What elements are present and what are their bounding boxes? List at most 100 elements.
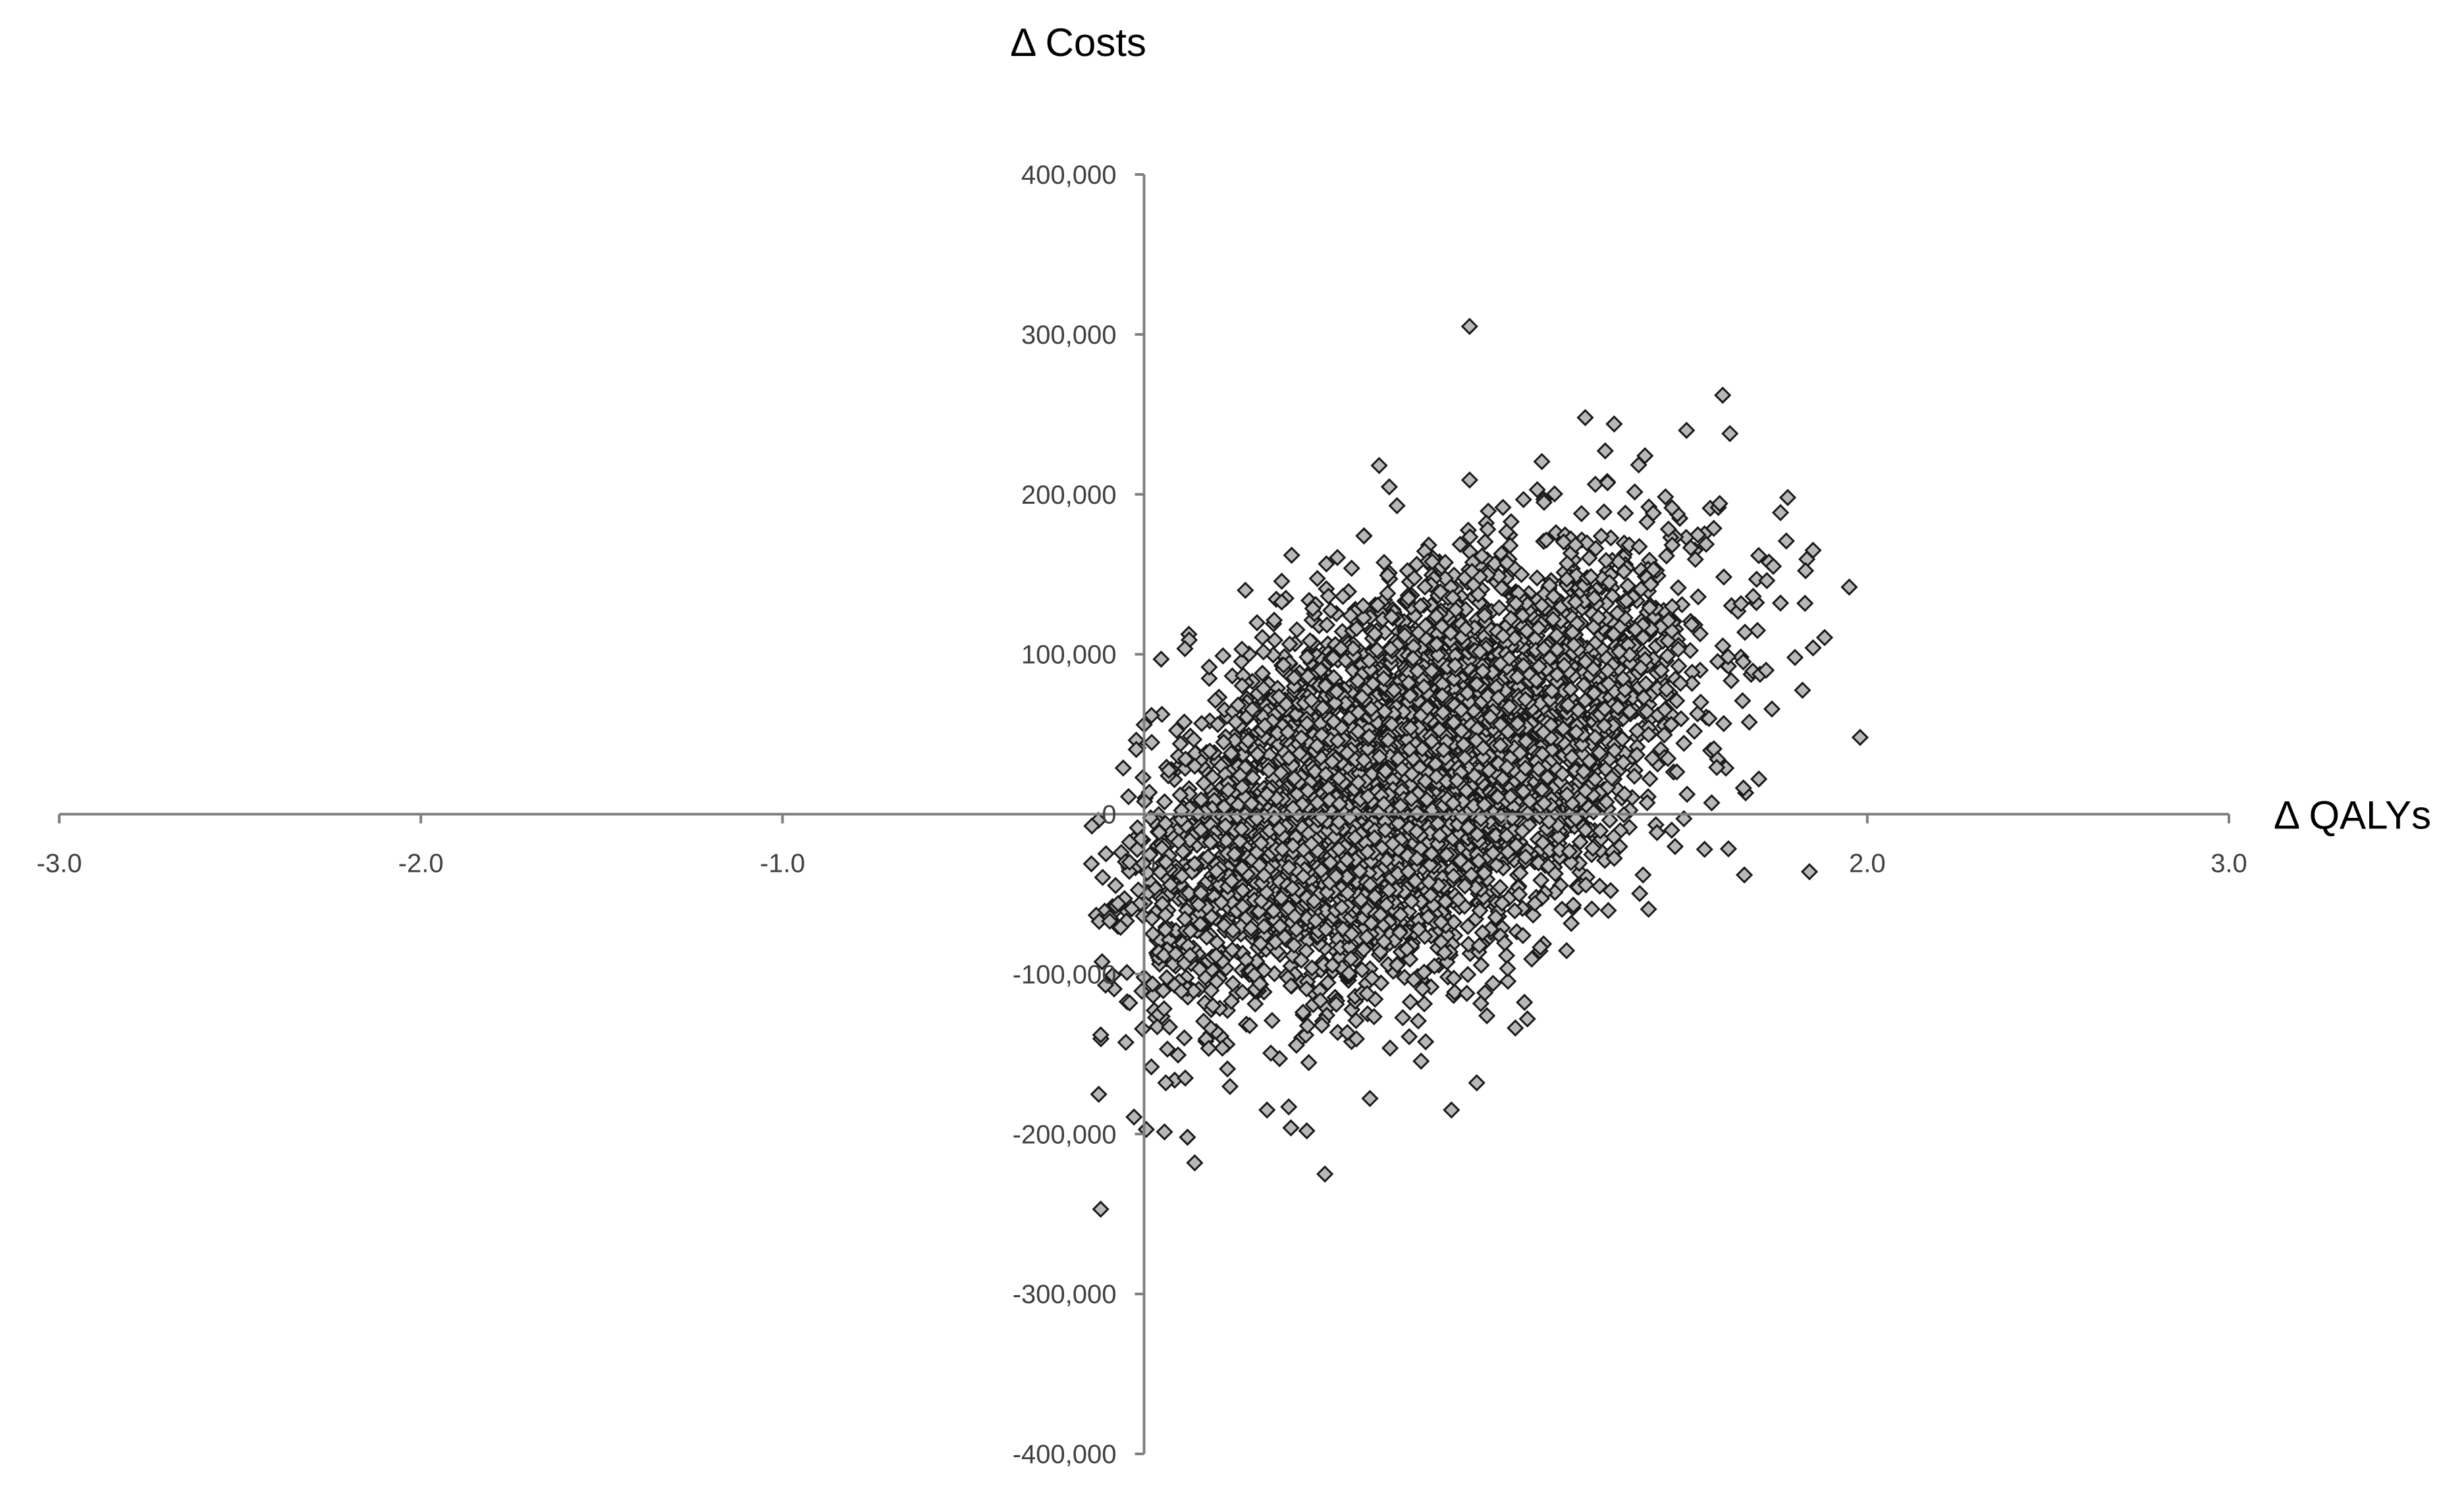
data-point	[1471, 643, 1489, 660]
data-point	[1640, 900, 1657, 918]
data-point	[1714, 637, 1732, 655]
data-point	[1448, 772, 1466, 789]
data-point	[1517, 732, 1535, 750]
data-point	[1360, 652, 1378, 670]
data-point	[1641, 599, 1659, 617]
data-point	[1474, 662, 1492, 680]
data-point	[1190, 896, 1208, 913]
data-point	[1354, 597, 1372, 615]
data-point	[1295, 868, 1312, 886]
data-point	[1419, 908, 1437, 926]
data-point	[1436, 893, 1455, 911]
data-point	[1208, 863, 1225, 880]
data-point	[1405, 971, 1423, 989]
data-point	[1663, 598, 1681, 616]
data-point	[1682, 539, 1700, 557]
data-point	[1472, 956, 1490, 974]
data-point	[1248, 614, 1266, 631]
data-point	[1554, 720, 1572, 737]
data-point	[1565, 636, 1583, 654]
data-point	[1657, 547, 1675, 565]
data-point	[1312, 661, 1329, 679]
data-point	[1405, 569, 1424, 587]
data-point	[1376, 703, 1393, 720]
data-point	[1703, 794, 1721, 812]
data-point	[1256, 716, 1274, 735]
data-point	[1422, 845, 1441, 863]
data-point	[1158, 969, 1176, 986]
data-point	[1299, 648, 1316, 666]
data-point	[1383, 715, 1401, 734]
data-point	[1428, 635, 1445, 653]
data-point	[1281, 635, 1299, 653]
data-point	[1474, 749, 1492, 766]
data-point	[1246, 995, 1264, 1013]
data-point	[1494, 627, 1512, 645]
data-point	[1540, 813, 1558, 830]
data-point	[1516, 994, 1534, 1011]
data-point	[1233, 677, 1251, 695]
data-point	[1214, 647, 1232, 665]
data-point	[1514, 491, 1532, 508]
data-point	[1744, 587, 1762, 605]
data-point	[1362, 700, 1380, 718]
data-point	[1265, 611, 1283, 629]
data-point	[1625, 767, 1644, 785]
data-point	[1476, 606, 1493, 624]
data-point	[1383, 608, 1401, 626]
data-point	[1224, 921, 1242, 940]
data-point	[1541, 576, 1559, 595]
data-point	[1614, 670, 1632, 687]
data-point	[1451, 535, 1469, 553]
data-point	[1689, 526, 1707, 544]
data-point	[1456, 877, 1474, 895]
data-point	[1416, 772, 1434, 790]
data-point	[1609, 699, 1626, 716]
data-point	[1663, 821, 1680, 839]
data-point	[1495, 934, 1514, 952]
data-point	[1459, 818, 1477, 836]
data-point	[1796, 562, 1815, 579]
data-point	[1630, 537, 1648, 556]
data-point	[1583, 900, 1601, 918]
data-point	[1370, 748, 1389, 766]
data-point	[1097, 845, 1115, 863]
data-point	[1185, 982, 1202, 1000]
data-point	[1262, 1044, 1280, 1062]
data-point	[1498, 758, 1516, 776]
data-point	[1576, 691, 1594, 710]
data-point	[1484, 975, 1502, 992]
data-point	[1586, 589, 1603, 607]
data-point	[1142, 707, 1160, 724]
data-point	[1243, 795, 1260, 813]
data-point	[1233, 778, 1251, 796]
data-point	[1375, 554, 1393, 572]
data-point	[1400, 674, 1418, 692]
data-point	[1354, 940, 1373, 959]
data-point	[1599, 675, 1618, 693]
data-point	[1538, 768, 1557, 786]
data-point	[1489, 788, 1507, 806]
data-point	[1669, 640, 1687, 658]
data-point	[1379, 732, 1397, 749]
data-point	[1659, 520, 1677, 538]
data-point	[1478, 1007, 1496, 1025]
data-point	[1561, 842, 1578, 861]
data-point	[1715, 568, 1733, 586]
data-point	[1474, 924, 1491, 942]
data-point	[1301, 632, 1319, 650]
data-point	[1532, 871, 1550, 889]
data-point	[1117, 1033, 1135, 1052]
data-point	[1423, 732, 1441, 751]
data-point	[1418, 699, 1436, 717]
data-point	[1303, 959, 1321, 977]
data-point	[1534, 745, 1551, 763]
data-point	[1514, 926, 1532, 944]
data-point	[1595, 503, 1613, 521]
data-point	[1254, 643, 1272, 661]
data-point	[1083, 817, 1101, 835]
data-point	[1499, 959, 1516, 978]
data-point	[1254, 680, 1273, 697]
data-point	[1480, 502, 1497, 520]
data-point	[1434, 703, 1452, 722]
